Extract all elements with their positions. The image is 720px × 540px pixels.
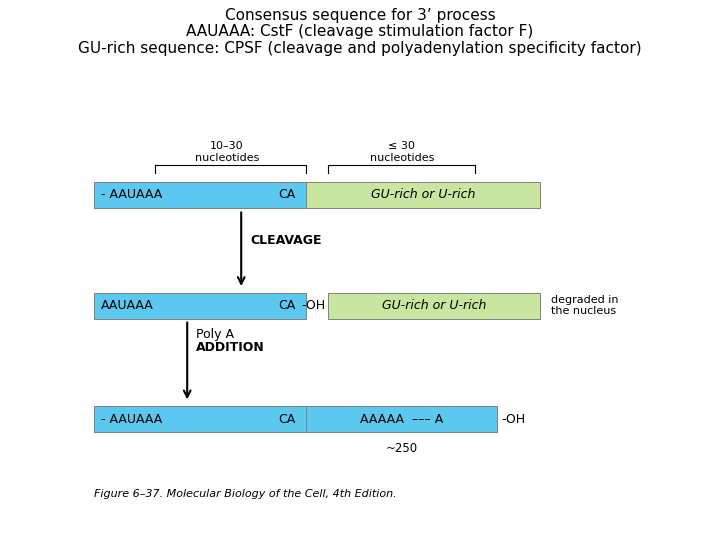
Text: - AAUAAA: - AAUAAA [101, 413, 162, 426]
Text: AAUAAA: AAUAAA [101, 299, 153, 312]
Bar [94, 406, 306, 432]
Text: GU-rich or U-rich: GU-rich or U-rich [382, 299, 486, 312]
Text: degraded in
the nucleus: degraded in the nucleus [551, 295, 618, 316]
Text: -OH: -OH [301, 299, 325, 312]
Bar [94, 182, 306, 208]
Text: GU-rich sequence: CPSF (cleavage and polyadenylation specificity factor): GU-rich sequence: CPSF (cleavage and pol… [78, 40, 642, 56]
Text: -OH: -OH [502, 413, 526, 426]
Text: CLEAVAGE: CLEAVAGE [251, 234, 322, 247]
Text: GU-rich or U-rich: GU-rich or U-rich [371, 188, 475, 201]
Text: CA: CA [278, 299, 295, 312]
Bar [94, 293, 306, 319]
Text: Poly A: Poly A [196, 328, 234, 341]
Text: AAUAAA: CstF (cleavage stimulation factor F): AAUAAA: CstF (cleavage stimulation facto… [186, 24, 534, 39]
Text: Consensus sequence for 3’ process: Consensus sequence for 3’ process [225, 8, 495, 23]
Bar [306, 182, 540, 208]
Text: 10–30
nucleotides: 10–30 nucleotides [194, 141, 259, 163]
Text: ≤ 30
nucleotides: ≤ 30 nucleotides [369, 141, 434, 163]
Bar [328, 293, 540, 319]
Text: Figure 6–37. Molecular Biology of the Cell, 4th Edition.: Figure 6–37. Molecular Biology of the Ce… [94, 489, 396, 499]
Text: ~250: ~250 [385, 442, 418, 455]
Text: AAAAA  ––– A: AAAAA ––– A [360, 413, 443, 426]
Text: ADDITION: ADDITION [196, 341, 264, 354]
Text: CA: CA [278, 413, 295, 426]
Text: CA: CA [278, 188, 295, 201]
Text: - AAUAAA: - AAUAAA [101, 188, 162, 201]
Bar [306, 406, 497, 432]
